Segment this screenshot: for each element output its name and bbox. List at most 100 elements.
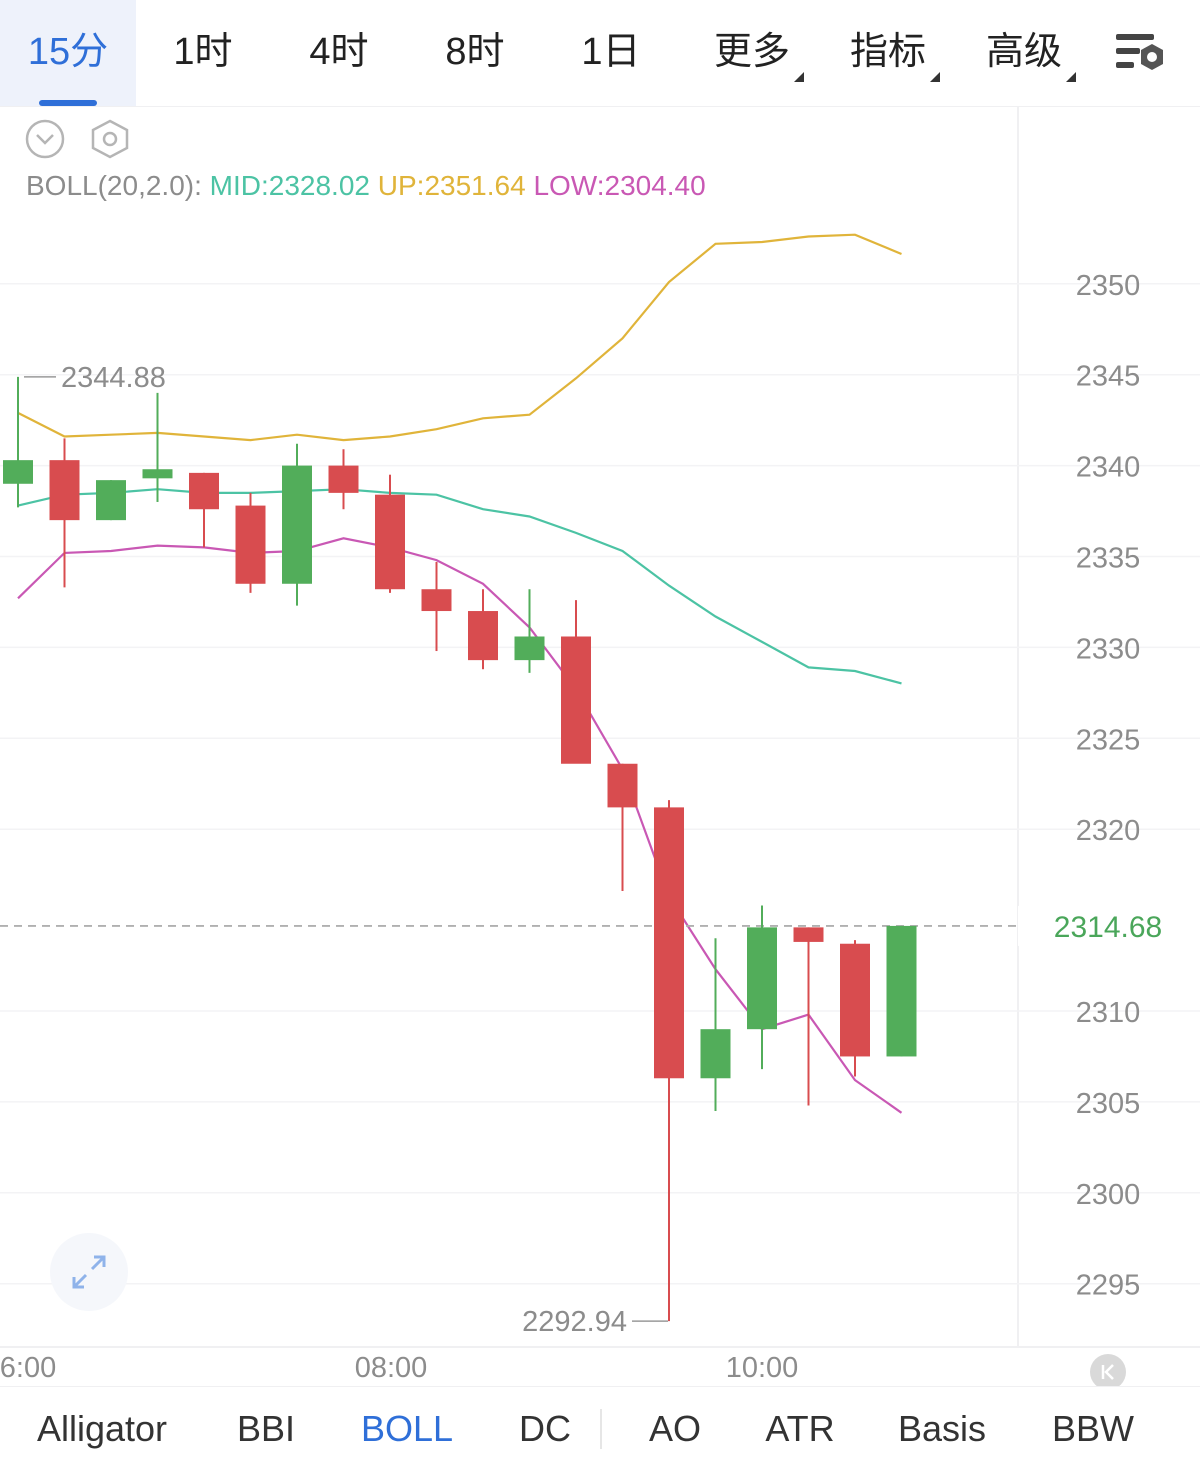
tab-1h[interactable]: 1时 <box>150 0 256 106</box>
indicator-bbi[interactable]: BBI <box>220 1387 312 1468</box>
candle-body <box>607 763 638 808</box>
candle-body <box>421 589 452 612</box>
candle-body <box>561 636 591 764</box>
candle <box>235 492 266 593</box>
boll-up-value: UP:2351.64 <box>377 170 526 201</box>
price-chart[interactable]: 2350 2345 2340 2335 2330 2325 2320 2310 2305 2300… <box>0 107 1200 1387</box>
candle <box>282 443 312 606</box>
candle <box>747 905 777 1070</box>
candle-body <box>142 469 173 479</box>
dropdown-triangle-icon <box>1066 72 1076 82</box>
candle <box>468 589 498 670</box>
boll-low-value: LOW:2304.40 <box>533 170 706 201</box>
boll-mid-value: MID:2328.02 <box>209 170 370 201</box>
candle-body <box>3 460 33 484</box>
tab-1h-label: 1时 <box>173 31 233 73</box>
candle-body <box>235 505 266 584</box>
x-tick-label: 6:00 <box>0 1352 56 1384</box>
candle <box>375 474 405 593</box>
candle-body <box>700 1029 731 1079</box>
low-marker-label: 2292.94 <box>522 1306 627 1338</box>
candle <box>654 800 684 1322</box>
tab-1d[interactable]: 1日 <box>558 0 664 106</box>
y-tick-label: 2350 <box>1076 270 1141 302</box>
candle-body <box>747 927 777 1030</box>
indicator-atr-label: ATR <box>765 1408 835 1449</box>
y-tick-label: 2310 <box>1076 997 1141 1029</box>
indicator-divider <box>600 1409 602 1449</box>
tab-4h[interactable]: 4时 <box>286 0 392 106</box>
indicator-atr[interactable]: ATR <box>755 1387 845 1468</box>
indicator-settings-icon[interactable] <box>88 118 132 160</box>
boll-upper-band <box>17 233 902 442</box>
boll-middle-band <box>17 488 902 685</box>
candlestick-chart-svg: 2350 2345 2340 2335 2330 2325 2320 2310 2305 2300… <box>0 107 1200 1384</box>
indicator-bbw[interactable]: BBW <box>1038 1387 1148 1468</box>
indicator-alligator-label: Alligator <box>36 1408 168 1449</box>
y-tick-label: 2320 <box>1076 815 1141 847</box>
indicator-boll-label: BOLL <box>360 1408 454 1449</box>
fullscreen-button[interactable] <box>50 1233 128 1311</box>
tab-8h-label: 8时 <box>445 31 505 73</box>
x-tick-label: 10:00 <box>726 1352 799 1384</box>
y-tick-label: 2325 <box>1076 724 1141 756</box>
candle-body <box>793 927 824 942</box>
tab-indicators-dropdown[interactable]: 指标 <box>836 0 954 106</box>
y-tick-label: 2340 <box>1076 452 1141 484</box>
indicator-boll[interactable]: BOLL <box>350 1387 464 1468</box>
candle <box>561 600 591 764</box>
candle-body <box>375 494 405 590</box>
tab-more-dropdown[interactable]: 更多 <box>700 0 818 106</box>
tab-15min[interactable]: 15分 <box>0 0 136 106</box>
indicator-alligator[interactable]: Alligator <box>20 1387 184 1468</box>
candle <box>421 561 452 652</box>
indicator-dc[interactable]: DC <box>505 1387 585 1468</box>
tab-1d-label: 1日 <box>581 31 641 73</box>
chart-settings-icon[interactable] <box>1110 26 1170 82</box>
candle <box>886 925 917 1057</box>
tab-8h[interactable]: 8时 <box>422 0 528 106</box>
candle-body <box>840 943 870 1057</box>
candle-body <box>189 472 219 510</box>
indicator-bbi-label: BBI <box>236 1408 296 1449</box>
candle <box>96 480 126 521</box>
collapse-chevron-icon[interactable] <box>24 118 66 160</box>
indicator-dc-label: DC <box>519 1408 571 1449</box>
high-marker-label: 2344.88 <box>61 362 166 394</box>
y-tick-label: 2345 <box>1076 361 1141 393</box>
candle <box>514 589 545 673</box>
dropdown-triangle-icon <box>930 72 940 82</box>
y-tick-label: 2295 <box>1076 1270 1141 1302</box>
candle-body <box>49 460 80 521</box>
candle-body <box>282 465 312 584</box>
indicator-ao[interactable]: AO <box>635 1387 715 1468</box>
indicator-bbw-label: BBW <box>1051 1408 1134 1449</box>
tab-15min-label: 15分 <box>27 31 109 73</box>
candle <box>840 940 870 1077</box>
tab-indicators-label: 指标 <box>849 31 926 73</box>
active-tab-indicator <box>39 100 97 106</box>
scroll-to-latest-button[interactable] <box>1090 1354 1126 1390</box>
candle-body <box>886 925 917 1057</box>
candle <box>607 763 638 892</box>
candle <box>3 376 33 508</box>
indicator-basis-label: Basis <box>897 1408 987 1449</box>
candle-body <box>654 807 684 1079</box>
expand-arrows-icon <box>72 1255 106 1289</box>
dropdown-triangle-icon <box>794 72 804 82</box>
boll-legend-name: BOLL(20,2.0): <box>26 170 202 201</box>
candle <box>700 938 731 1111</box>
candle <box>793 927 824 1106</box>
candle-body <box>96 480 126 521</box>
y-tick-label: 2330 <box>1076 633 1141 665</box>
candle-body <box>468 611 498 661</box>
candle <box>189 472 219 548</box>
indicator-basis[interactable]: Basis <box>885 1387 999 1468</box>
candle-body <box>514 636 545 661</box>
candle-body <box>328 465 359 493</box>
current-price-label-bg <box>1018 905 1200 946</box>
tab-advanced-label: 高级 <box>985 31 1062 73</box>
tab-advanced-dropdown[interactable]: 高级 <box>972 0 1090 106</box>
tab-4h-label: 4时 <box>309 31 369 73</box>
indicator-ao-label: AO <box>648 1408 701 1449</box>
